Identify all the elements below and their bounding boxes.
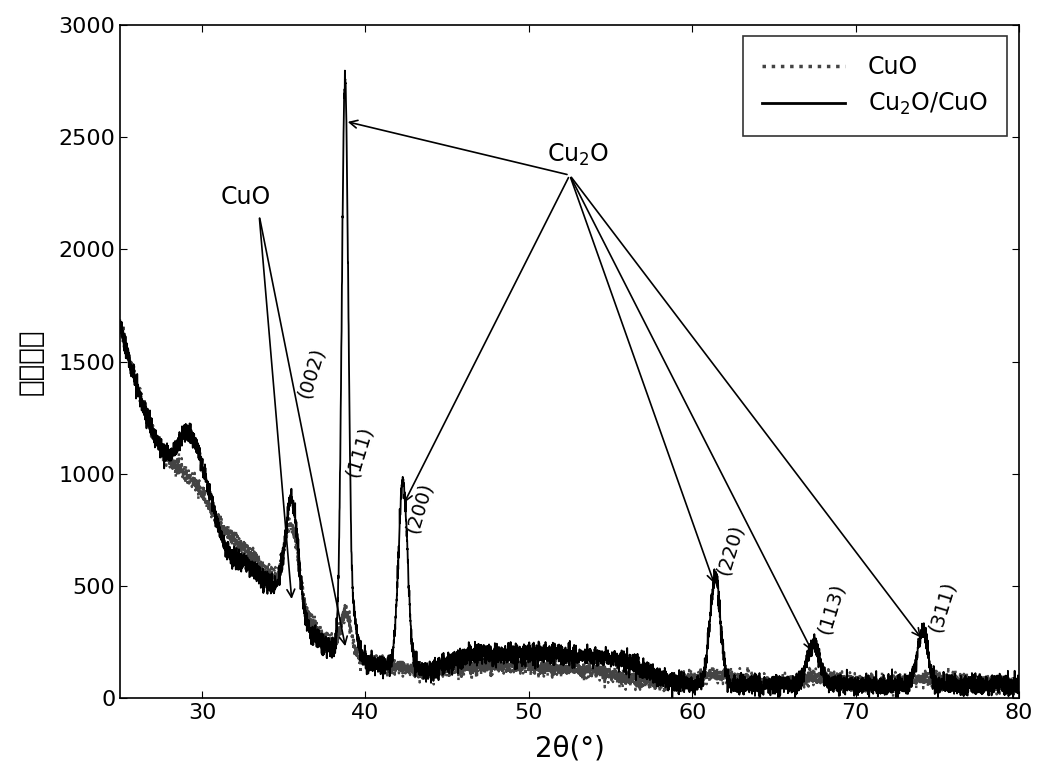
CuO	[1013, 680, 1026, 689]
Cu$_2$O/CuO	[332, 573, 344, 583]
Y-axis label: 衍射强度: 衍射强度	[17, 328, 45, 395]
CuO	[322, 637, 335, 647]
CuO	[453, 660, 465, 669]
CuO	[1006, 674, 1018, 683]
CuO	[754, 693, 766, 702]
Text: (111): (111)	[342, 424, 376, 479]
Cu$_2$O/CuO	[1006, 678, 1018, 687]
CuO	[328, 635, 340, 644]
Cu$_2$O/CuO	[453, 651, 465, 661]
Cu$_2$O/CuO	[517, 642, 529, 651]
Text: (002): (002)	[295, 345, 329, 400]
Cu$_2$O/CuO	[338, 66, 351, 76]
Text: (220): (220)	[713, 523, 747, 578]
Text: (311): (311)	[926, 579, 959, 634]
Cu$_2$O/CuO	[322, 642, 335, 651]
Line: Cu$_2$O/CuO: Cu$_2$O/CuO	[121, 71, 1020, 698]
Text: (200): (200)	[403, 480, 436, 535]
Text: CuO: CuO	[220, 185, 271, 209]
Legend: CuO, Cu$_2$O/CuO: CuO, Cu$_2$O/CuO	[743, 37, 1007, 136]
Text: Cu$_2$O: Cu$_2$O	[547, 143, 609, 168]
Cu$_2$O/CuO	[114, 315, 127, 325]
CuO	[114, 322, 127, 331]
CuO	[114, 315, 127, 324]
Cu$_2$O/CuO	[328, 650, 340, 660]
X-axis label: 2θ(°): 2θ(°)	[534, 735, 605, 763]
Cu$_2$O/CuO	[666, 693, 678, 703]
CuO	[517, 668, 529, 678]
Cu$_2$O/CuO	[1013, 688, 1026, 697]
Text: (113): (113)	[815, 581, 848, 636]
CuO	[332, 633, 344, 643]
Line: CuO: CuO	[121, 319, 1020, 697]
